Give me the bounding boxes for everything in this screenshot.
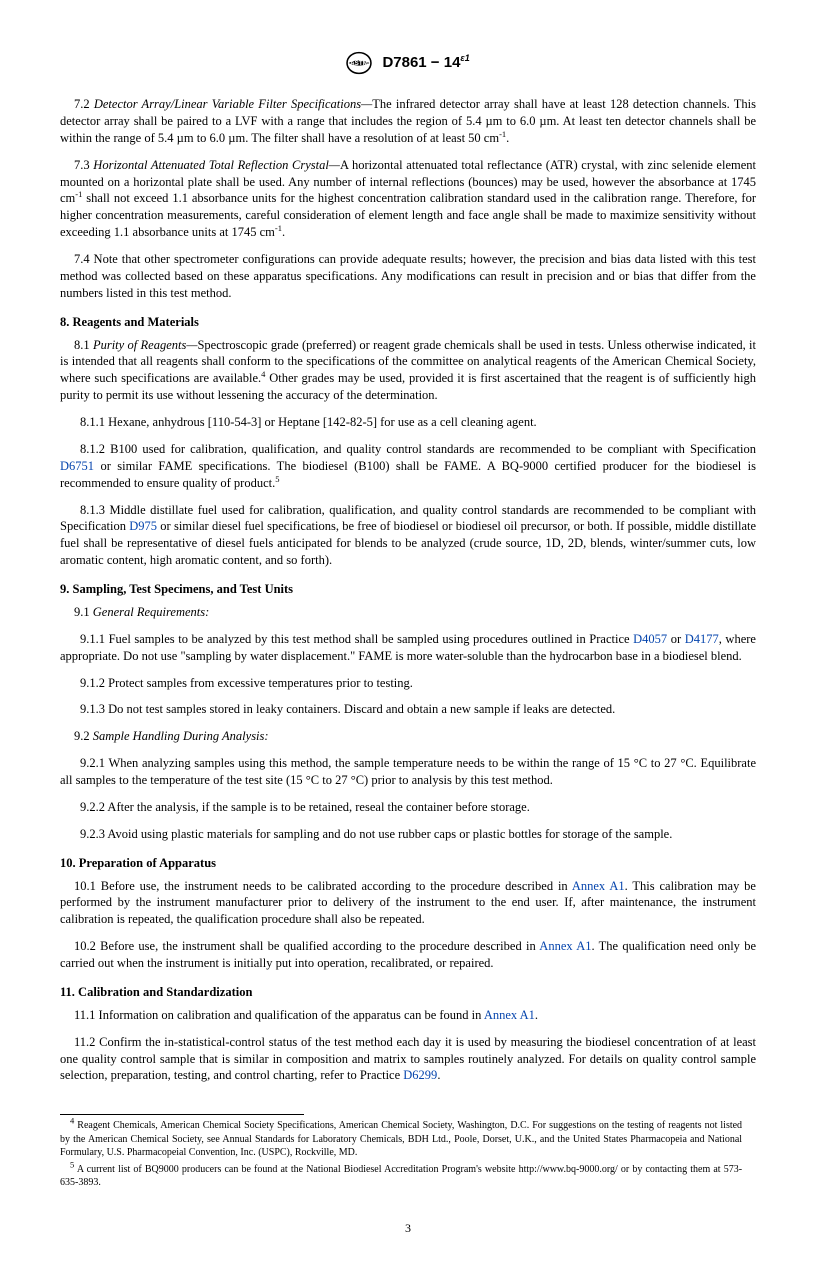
para-10-2: 10.2 Before use, the instrument shall be…	[60, 938, 756, 972]
para-7-3: 7.3 Horizontal Attenuated Total Reflecti…	[60, 157, 756, 241]
heading-9: 9. Sampling, Test Specimens, and Test Un…	[60, 581, 756, 598]
sec-text: 10.2 Before use, the instrument shall be…	[74, 939, 539, 953]
sec-title: Sample Handling During Analysis:	[93, 729, 269, 743]
epsilon: ε1	[460, 53, 469, 63]
para-7-2: 7.2 Detector Array/Linear Variable Filte…	[60, 96, 756, 147]
para-11-1: 11.1 Information on calibration and qual…	[60, 1007, 756, 1024]
para-8-1-2: 8.1.2 B100 used for calibration, qualifi…	[60, 441, 756, 492]
link-annex-a1[interactable]: Annex A1	[539, 939, 591, 953]
footnote-5: 5 A current list of BQ9000 producers can…	[60, 1163, 742, 1190]
para-9-2: 9.2 Sample Handling During Analysis:	[60, 728, 756, 745]
footnotes-section: 4 Reagent Chemicals, American Chemical S…	[60, 1114, 304, 1190]
sec-num: 7.3	[74, 158, 90, 172]
para-8-1: 8.1 Purity of Reagents—Spectroscopic gra…	[60, 337, 756, 405]
sec-text: or	[667, 632, 685, 646]
superscript: -1	[275, 223, 282, 233]
link-annex-a1[interactable]: Annex A1	[484, 1008, 535, 1022]
para-9-2-2: 9.2.2 After the analysis, if the sample …	[60, 799, 756, 816]
sec-title: Horizontal Attenuated Total Reflection C…	[93, 158, 340, 172]
astm-logo: ASTM	[346, 50, 372, 76]
para-8-1-1: 8.1.1 Hexane, anhydrous [110-54-3] or He…	[60, 414, 756, 431]
sec-text: Note that other spectrometer configurati…	[60, 252, 756, 300]
sec-num: 7.2	[74, 97, 90, 111]
link-d6751[interactable]: D6751	[60, 459, 94, 473]
para-9-1-3: 9.1.3 Do not test samples stored in leak…	[60, 701, 756, 718]
sec-title: General Requirements:	[93, 605, 210, 619]
sec-text: 9.1.1 Fuel samples to be analyzed by thi…	[80, 632, 633, 646]
heading-10: 10. Preparation of Apparatus	[60, 855, 756, 872]
footnote-4: 4 Reagent Chemicals, American Chemical S…	[60, 1119, 742, 1160]
footnote-marker: 5	[275, 473, 279, 483]
para-8-1-3: 8.1.3 Middle distillate fuel used for ca…	[60, 502, 756, 570]
sec-text: 10.1 Before use, the instrument needs to…	[74, 879, 572, 893]
link-d975[interactable]: D975	[129, 519, 157, 533]
sec-text: or similar FAME specifications. The biod…	[60, 459, 756, 490]
link-d4177[interactable]: D4177	[685, 632, 719, 646]
link-d4057[interactable]: D4057	[633, 632, 667, 646]
footnote-text: Reagent Chemicals, American Chemical Soc…	[60, 1120, 742, 1158]
para-9-1-2: 9.1.2 Protect samples from excessive tem…	[60, 675, 756, 692]
link-d6299[interactable]: D6299	[403, 1068, 437, 1082]
link-annex-a1[interactable]: Annex A1	[572, 879, 625, 893]
doc-id: D7861 − 14	[382, 54, 460, 71]
para-7-4: 7.4 Note that other spectrometer configu…	[60, 251, 756, 302]
sec-text: or similar diesel fuel specifications, b…	[60, 519, 756, 567]
sec-text: 8.1.2 B100 used for calibration, qualifi…	[80, 442, 756, 456]
para-9-1-1: 9.1.1 Fuel samples to be analyzed by thi…	[60, 631, 756, 665]
sec-num: 8.1	[74, 338, 90, 352]
sec-title: Purity of Reagents—	[93, 338, 198, 352]
para-10-1: 10.1 Before use, the instrument needs to…	[60, 878, 756, 929]
sec-text: shall not exceed 1.1 absorbance units fo…	[60, 191, 756, 239]
para-9-2-1: 9.2.1 When analyzing samples using this …	[60, 755, 756, 789]
footnote-text: A current list of BQ9000 producers can b…	[60, 1164, 742, 1189]
page-number: 3	[60, 1220, 756, 1236]
sec-title: Detector Array/Linear Variable Filter Sp…	[94, 97, 372, 111]
sec-num: 7.4	[74, 252, 90, 266]
sec-text: .	[535, 1008, 538, 1022]
para-9-2-3: 9.2.3 Avoid using plastic materials for …	[60, 826, 756, 843]
heading-8: 8. Reagents and Materials	[60, 314, 756, 331]
para-9-1: 9.1 General Requirements:	[60, 604, 756, 621]
sec-text: .	[437, 1068, 440, 1082]
heading-11: 11. Calibration and Standardization	[60, 984, 756, 1001]
sec-end: .	[282, 225, 285, 239]
svg-text:ASTM: ASTM	[350, 60, 368, 67]
document-header: ASTM D7861 − 14ε1	[60, 50, 756, 76]
sec-text: 11.1 Information on calibration and qual…	[74, 1008, 484, 1022]
sec-end: .	[506, 131, 509, 145]
para-11-2: 11.2 Confirm the in-statistical-control …	[60, 1034, 756, 1085]
